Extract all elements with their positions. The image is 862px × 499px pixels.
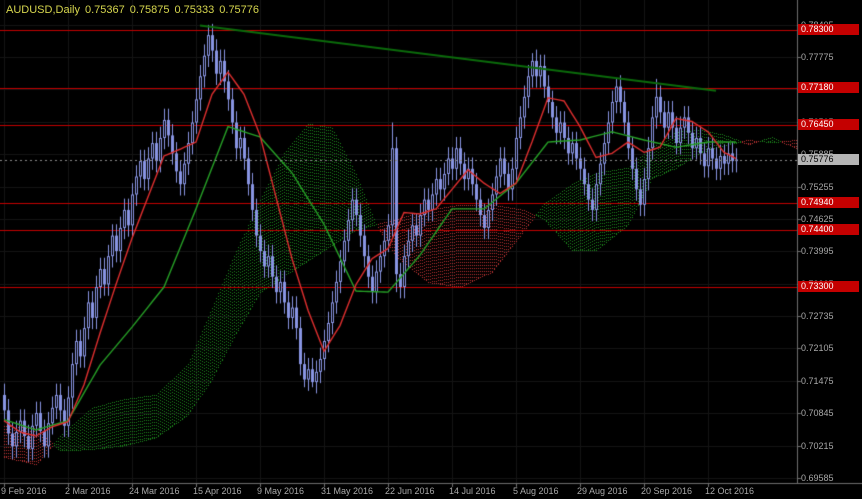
price-level-tag[interactable]: 0.74400 [798, 224, 859, 235]
ohlc-high: 0.75875 [129, 4, 170, 16]
time-axis-label: 24 Mar 2016 [129, 486, 180, 496]
price-axis-label: 0.70215 [801, 441, 834, 451]
ohlc-close: 0.75776 [219, 4, 260, 16]
time-axis-label: 12 Oct 2016 [705, 486, 755, 496]
price-level-tag[interactable]: 0.77180 [798, 82, 859, 93]
time-axis-label: 14 Jul 2016 [449, 486, 496, 496]
time-axis-label: 22 Jun 2016 [385, 486, 435, 496]
chart-ohlc-title: AUDUSD,Daily 0.75367 0.75875 0.75333 0.75776 [6, 4, 264, 16]
time-axis-label: 20 Sep 2016 [641, 486, 693, 496]
price-axis-label: 0.74625 [801, 214, 834, 224]
time-axis-label: 31 May 2016 [321, 486, 374, 496]
time-axis-label: 29 Aug 2016 [577, 486, 628, 496]
price-axis-label: 0.72735 [801, 311, 834, 321]
price-level-tag[interactable]: 0.74940 [798, 197, 859, 208]
price-axis-label: 0.71475 [801, 376, 834, 386]
time-axis-label: 9 May 2016 [257, 486, 305, 496]
time-axis-label: 5 Aug 2016 [513, 486, 559, 496]
price-axis-label: 0.72105 [801, 343, 834, 353]
price-level-tag[interactable]: 0.76450 [798, 119, 859, 130]
time-axis-label: 15 Apr 2016 [193, 486, 242, 496]
price-level-tag[interactable]: 0.73300 [798, 281, 859, 292]
price-axis-label: 0.73995 [801, 246, 834, 256]
price-axis-label: 0.69585 [801, 473, 834, 483]
symbol-period-label: AUDUSD,Daily [6, 4, 80, 16]
price-level-tag[interactable]: 0.78300 [798, 24, 859, 35]
ohlc-open: 0.75367 [84, 4, 125, 16]
price-axis-label: 0.75255 [801, 182, 834, 192]
price-axis-label: 0.77775 [801, 52, 834, 62]
time-axis-label: 2 Mar 2016 [65, 486, 111, 496]
ohlc-low: 0.75333 [174, 4, 215, 16]
time-axis-label: 9 Feb 2016 [1, 486, 47, 496]
current-price-tag: 0.75776 [798, 154, 859, 165]
price-axis-label: 0.70845 [801, 408, 834, 418]
